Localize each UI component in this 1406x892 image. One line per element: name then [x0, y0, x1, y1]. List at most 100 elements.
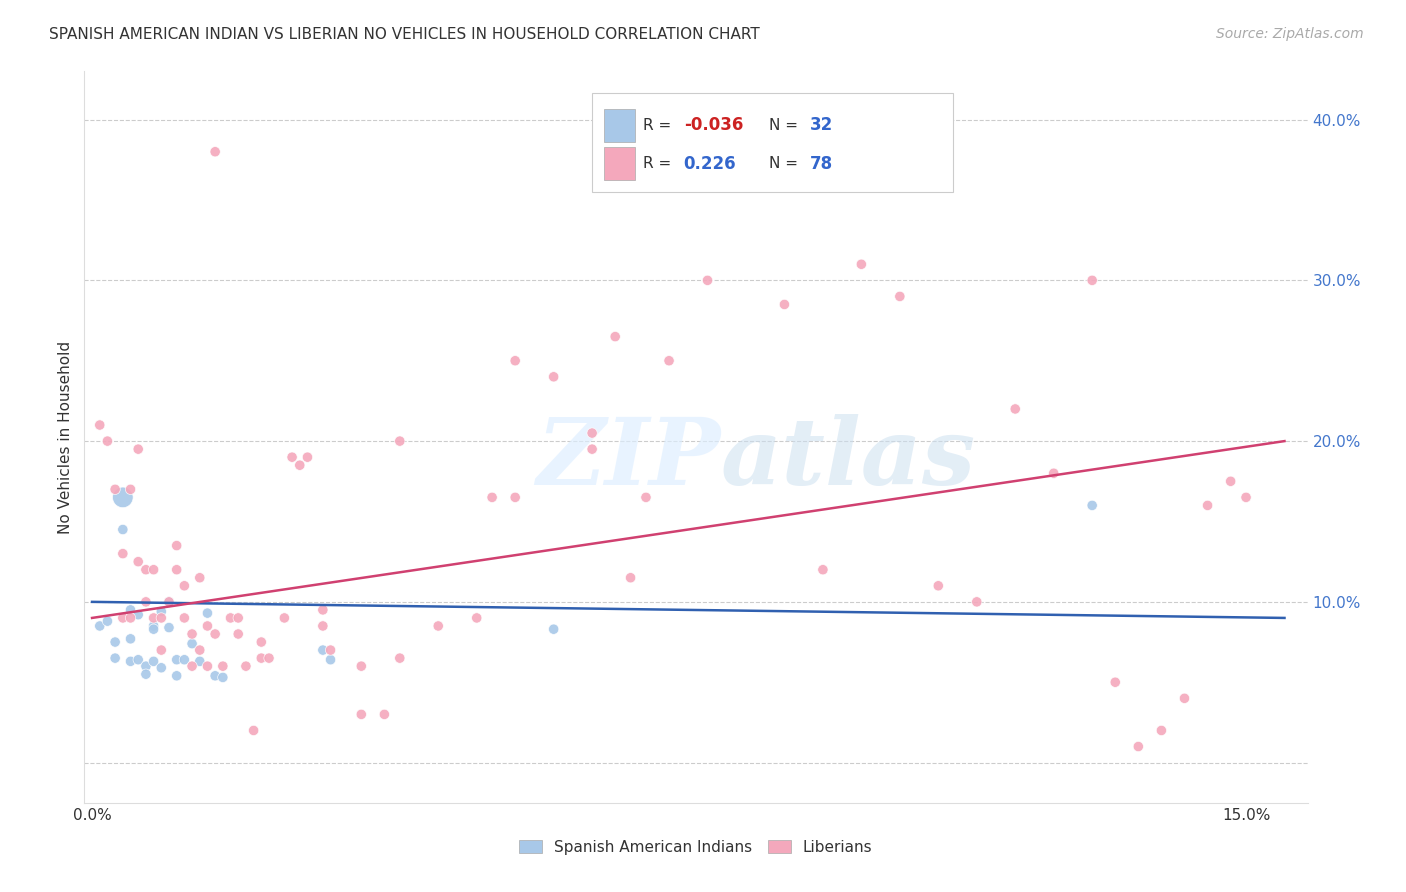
Point	[135, 659, 157, 673]
Point	[120, 654, 142, 668]
Point	[281, 450, 304, 465]
Point	[889, 289, 911, 303]
Point	[181, 627, 204, 641]
Point	[142, 563, 165, 577]
Point	[226, 627, 249, 641]
Point	[1197, 499, 1219, 513]
Point	[966, 595, 988, 609]
Point	[634, 491, 657, 505]
Point	[150, 611, 173, 625]
Point	[1150, 723, 1173, 738]
Point	[120, 632, 142, 646]
Legend: Spanish American Indians, Liberians: Spanish American Indians, Liberians	[513, 834, 879, 861]
Point	[166, 653, 188, 667]
Text: ZIP: ZIP	[536, 414, 720, 504]
Point	[89, 417, 111, 432]
Point	[204, 145, 226, 159]
Point	[319, 643, 342, 657]
Point	[157, 595, 180, 609]
Point	[388, 651, 411, 665]
Point	[150, 643, 173, 657]
Point	[188, 571, 211, 585]
Point	[242, 723, 264, 738]
Point	[543, 622, 565, 636]
Point	[211, 670, 233, 684]
Point	[1042, 467, 1064, 481]
Text: N =: N =	[769, 118, 803, 133]
Text: Source: ZipAtlas.com: Source: ZipAtlas.com	[1216, 27, 1364, 41]
Point	[273, 611, 295, 625]
Point	[257, 651, 280, 665]
Point	[581, 442, 603, 457]
Point	[111, 611, 134, 625]
Point	[619, 571, 641, 585]
Point	[166, 539, 188, 553]
Point	[543, 369, 565, 384]
Point	[773, 297, 796, 311]
Point	[111, 547, 134, 561]
Point	[350, 659, 373, 673]
Text: -0.036: -0.036	[683, 117, 744, 135]
Y-axis label: No Vehicles in Household: No Vehicles in Household	[58, 341, 73, 533]
Point	[197, 659, 219, 673]
Point	[204, 669, 226, 683]
Point	[173, 653, 195, 667]
Point	[1234, 491, 1257, 505]
Point	[127, 607, 149, 622]
Point	[173, 579, 195, 593]
Point	[250, 635, 273, 649]
Point	[297, 450, 319, 465]
Text: atlas: atlas	[720, 414, 976, 504]
Point	[188, 654, 211, 668]
Point	[1081, 273, 1104, 287]
Point	[142, 619, 165, 633]
Point	[127, 442, 149, 457]
Point	[1128, 739, 1150, 754]
Text: 32: 32	[810, 117, 832, 135]
Point	[142, 611, 165, 625]
Point	[319, 653, 342, 667]
Text: R =: R =	[644, 156, 676, 171]
Point	[312, 619, 335, 633]
Point	[127, 555, 149, 569]
Point	[811, 563, 834, 577]
Point	[696, 273, 718, 287]
Point	[350, 707, 373, 722]
Point	[373, 707, 395, 722]
Text: N =: N =	[769, 156, 803, 171]
Point	[166, 563, 188, 577]
Point	[135, 667, 157, 681]
Point	[1173, 691, 1195, 706]
FancyBboxPatch shape	[605, 147, 636, 180]
FancyBboxPatch shape	[592, 94, 953, 192]
Point	[1219, 475, 1241, 489]
Point	[288, 458, 311, 473]
Point	[204, 627, 226, 641]
Point	[111, 491, 134, 505]
Point	[312, 643, 335, 657]
Point	[503, 353, 526, 368]
Point	[157, 621, 180, 635]
Point	[388, 434, 411, 449]
Point	[120, 483, 142, 497]
Point	[181, 659, 204, 673]
Point	[89, 619, 111, 633]
Point	[96, 614, 118, 628]
Point	[211, 659, 233, 673]
Text: 78: 78	[810, 154, 832, 172]
Point	[104, 651, 127, 665]
Point	[111, 523, 134, 537]
Point	[658, 353, 681, 368]
Point	[312, 603, 335, 617]
Point	[581, 425, 603, 440]
Point	[173, 611, 195, 625]
Point	[120, 603, 142, 617]
Point	[465, 611, 488, 625]
Point	[235, 659, 257, 673]
Point	[481, 491, 503, 505]
FancyBboxPatch shape	[605, 110, 636, 143]
Point	[927, 579, 949, 593]
Point	[197, 619, 219, 633]
Point	[150, 661, 173, 675]
Point	[142, 654, 165, 668]
